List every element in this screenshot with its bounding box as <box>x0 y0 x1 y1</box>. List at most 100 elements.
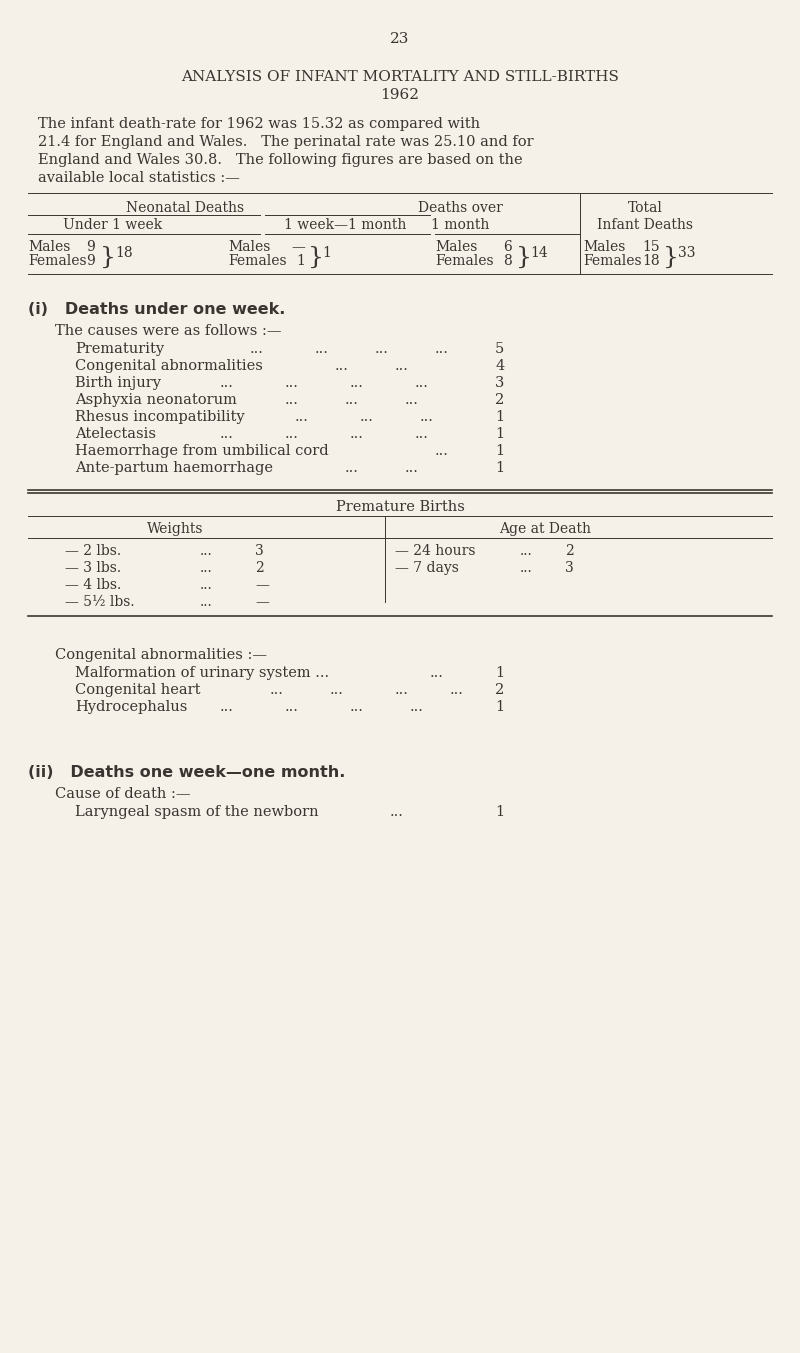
Text: ...: ... <box>270 683 284 697</box>
Text: 2: 2 <box>495 392 504 407</box>
Text: Neonatal Deaths: Neonatal Deaths <box>126 202 244 215</box>
Text: Cause of death :—: Cause of death :— <box>55 787 190 801</box>
Text: 4: 4 <box>495 359 504 373</box>
Text: }: } <box>100 246 116 269</box>
Text: — 24 hours: — 24 hours <box>395 544 475 557</box>
Text: 3: 3 <box>565 561 574 575</box>
Text: ...: ... <box>285 376 299 390</box>
Text: 1 week—1 month: 1 week—1 month <box>284 218 406 231</box>
Text: 3: 3 <box>495 376 504 390</box>
Text: 1962: 1962 <box>381 88 419 101</box>
Text: Males: Males <box>28 239 70 254</box>
Text: ...: ... <box>345 461 359 475</box>
Text: ...: ... <box>435 444 449 459</box>
Text: 1: 1 <box>495 666 504 681</box>
Text: 14: 14 <box>530 246 548 260</box>
Text: 1: 1 <box>296 254 305 268</box>
Text: ...: ... <box>405 461 419 475</box>
Text: Females: Females <box>28 254 86 268</box>
Text: —: — <box>291 239 305 254</box>
Text: Males: Males <box>228 239 270 254</box>
Text: Ante-partum haemorrhage: Ante-partum haemorrhage <box>75 461 273 475</box>
Text: 18: 18 <box>642 254 660 268</box>
Text: Infant Deaths: Infant Deaths <box>597 218 693 231</box>
Text: ...: ... <box>345 392 359 407</box>
Text: ...: ... <box>350 376 364 390</box>
Text: 3: 3 <box>255 544 264 557</box>
Text: Total: Total <box>627 202 662 215</box>
Text: 1: 1 <box>495 410 504 423</box>
Text: Prematurity: Prematurity <box>75 342 164 356</box>
Text: ...: ... <box>430 666 444 681</box>
Text: ...: ... <box>335 359 349 373</box>
Text: 1: 1 <box>495 428 504 441</box>
Text: 1 month: 1 month <box>431 218 489 231</box>
Text: ...: ... <box>390 805 404 819</box>
Text: 8: 8 <box>503 254 512 268</box>
Text: 5: 5 <box>495 342 504 356</box>
Text: Rhesus incompatibility: Rhesus incompatibility <box>75 410 245 423</box>
Text: Premature Births: Premature Births <box>335 501 465 514</box>
Text: The causes were as follows :—: The causes were as follows :— <box>55 323 282 338</box>
Text: —: — <box>255 595 269 609</box>
Text: Malformation of urinary system ...: Malformation of urinary system ... <box>75 666 329 681</box>
Text: 2: 2 <box>255 561 264 575</box>
Text: 9: 9 <box>86 239 95 254</box>
Text: 9: 9 <box>86 254 95 268</box>
Text: }: } <box>516 246 532 269</box>
Text: Females: Females <box>583 254 642 268</box>
Text: ...: ... <box>220 428 234 441</box>
Text: Birth injury: Birth injury <box>75 376 161 390</box>
Text: Congenital abnormalities: Congenital abnormalities <box>75 359 263 373</box>
Text: Congenital abnormalities :—: Congenital abnormalities :— <box>55 648 267 662</box>
Text: Weights: Weights <box>146 522 203 536</box>
Text: 21.4 for England and Wales.   The perinatal rate was 25.10 and for: 21.4 for England and Wales. The perinata… <box>38 135 534 149</box>
Text: — 7 days: — 7 days <box>395 561 459 575</box>
Text: ...: ... <box>285 700 299 714</box>
Text: 1: 1 <box>495 700 504 714</box>
Text: ...: ... <box>375 342 389 356</box>
Text: 15: 15 <box>642 239 660 254</box>
Text: Females: Females <box>228 254 286 268</box>
Text: ...: ... <box>220 376 234 390</box>
Text: Age at Death: Age at Death <box>499 522 591 536</box>
Text: 1: 1 <box>495 444 504 459</box>
Text: ...: ... <box>395 683 409 697</box>
Text: — 2 lbs.: — 2 lbs. <box>65 544 121 557</box>
Text: ...: ... <box>350 700 364 714</box>
Text: 1: 1 <box>495 461 504 475</box>
Text: ...: ... <box>520 561 533 575</box>
Text: (i)   Deaths under one week.: (i) Deaths under one week. <box>28 302 286 317</box>
Text: 6: 6 <box>503 239 512 254</box>
Text: ...: ... <box>415 376 429 390</box>
Text: ...: ... <box>435 342 449 356</box>
Text: Hydrocephalus: Hydrocephalus <box>75 700 187 714</box>
Text: Deaths over: Deaths over <box>418 202 502 215</box>
Text: ...: ... <box>420 410 434 423</box>
Text: ...: ... <box>250 342 264 356</box>
Text: 1: 1 <box>495 805 504 819</box>
Text: ...: ... <box>350 428 364 441</box>
Text: 23: 23 <box>390 32 410 46</box>
Text: ...: ... <box>405 392 419 407</box>
Text: ...: ... <box>200 595 213 609</box>
Text: Laryngeal spasm of the newborn: Laryngeal spasm of the newborn <box>75 805 318 819</box>
Text: —: — <box>255 578 269 593</box>
Text: — 3 lbs.: — 3 lbs. <box>65 561 121 575</box>
Text: Atelectasis: Atelectasis <box>75 428 156 441</box>
Text: Haemorrhage from umbilical cord: Haemorrhage from umbilical cord <box>75 444 329 459</box>
Text: England and Wales 30.8.   The following figures are based on the: England and Wales 30.8. The following fi… <box>38 153 522 166</box>
Text: ...: ... <box>415 428 429 441</box>
Text: ...: ... <box>395 359 409 373</box>
Text: ...: ... <box>220 700 234 714</box>
Text: — 4 lbs.: — 4 lbs. <box>65 578 122 593</box>
Text: 18: 18 <box>115 246 133 260</box>
Text: available local statistics :—: available local statistics :— <box>38 170 240 185</box>
Text: Males: Males <box>583 239 626 254</box>
Text: Asphyxia neonatorum: Asphyxia neonatorum <box>75 392 237 407</box>
Text: 33: 33 <box>678 246 695 260</box>
Text: ...: ... <box>285 392 299 407</box>
Text: 2: 2 <box>495 683 504 697</box>
Text: ...: ... <box>295 410 309 423</box>
Text: ...: ... <box>360 410 374 423</box>
